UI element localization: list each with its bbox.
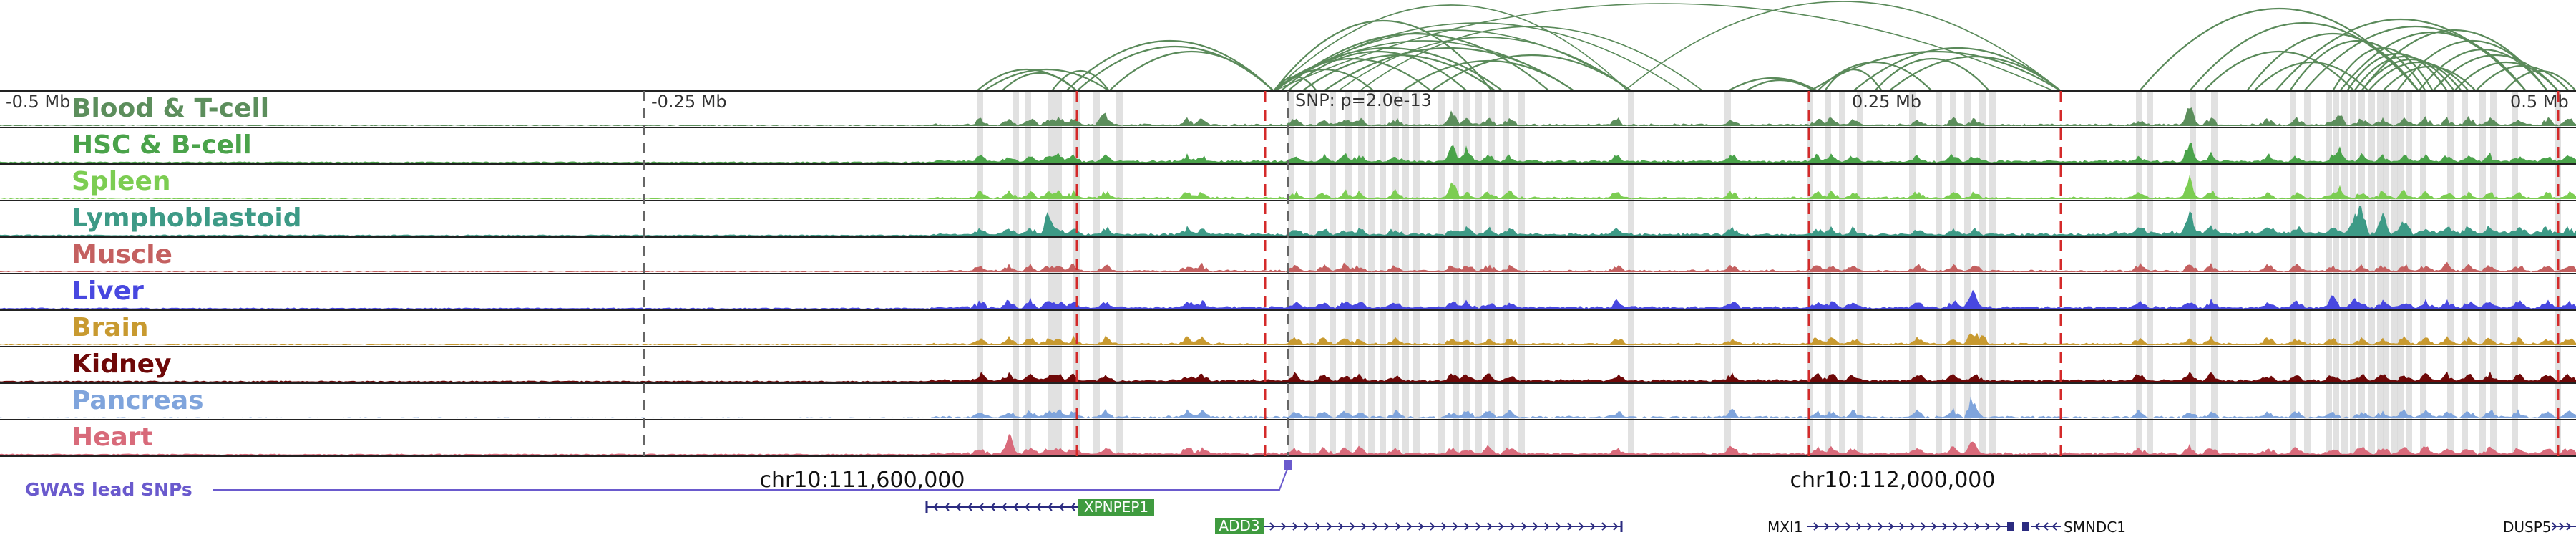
interaction-arc <box>2475 64 2570 92</box>
interaction-arc <box>1817 62 1933 92</box>
interaction-arc <box>2339 31 2527 92</box>
interaction-arc <box>1273 47 1503 92</box>
gwas-track-label: GWAS lead SNPs <box>25 479 192 500</box>
axis-label-pos-quarter: 0.25 Mb <box>1852 92 1921 112</box>
interaction-arc <box>1273 4 1629 92</box>
interaction-arc <box>1359 26 1704 92</box>
interaction-arc <box>1853 47 2062 92</box>
interaction-arc <box>1001 72 1078 92</box>
track-labels: Blood & T-cell HSC & B-cell Spleen Lymphobl… <box>72 94 302 452</box>
track-kidney <box>0 346 2576 382</box>
interaction-arc <box>1888 56 2062 92</box>
interaction-arc <box>1273 20 1493 92</box>
gene-label-dusp5: DUSP5 <box>2503 519 2552 536</box>
gene-add3[interactable]: ADD3 <box>1215 517 1623 534</box>
gene-xpnpep1[interactable]: XPNPEP1 <box>925 498 1154 516</box>
interaction-arc <box>1065 39 1274 92</box>
gwas-connector-line <box>213 466 1289 491</box>
interaction-arc <box>1108 51 1274 92</box>
track-label: Liver <box>72 276 144 306</box>
track-label: Kidney <box>72 349 172 379</box>
interaction-arc <box>2396 39 2548 92</box>
gene-strand-arrows <box>1269 522 1619 531</box>
interaction-arc <box>2253 62 2369 92</box>
interaction-arc <box>1727 77 1818 92</box>
interaction-arc <box>1874 58 1990 92</box>
coord-label-left: chr10:111,600,000 <box>760 468 965 493</box>
track-label: Lymphoblastoid <box>72 203 302 233</box>
interaction-arc <box>2353 56 2455 92</box>
axis-label-pos-half: 0.5 Mb <box>2510 92 2569 112</box>
gene-dusp5[interactable]: DUSP5 <box>2503 519 2576 536</box>
gwas-lead-snp-track: GWAS lead SNPs <box>25 460 1292 500</box>
gene-label-box <box>1215 518 1264 534</box>
interaction-arc <box>983 69 1110 92</box>
track-signal <box>0 206 2576 236</box>
interaction-arc <box>1051 70 1110 92</box>
coord-label-right: chr10:112,000,000 <box>1790 468 1996 493</box>
track-signal <box>0 396 2576 418</box>
interaction-arc <box>1287 50 1468 92</box>
gene-label-smndc1: SMNDC1 <box>2064 519 2126 536</box>
gene-label-xpnpep1: XPNPEP1 <box>1084 498 1148 516</box>
gene-mxi1[interactable]: MXI1 <box>1767 519 2014 536</box>
interaction-arc <box>2303 26 2527 92</box>
interaction-arc <box>2289 40 2426 92</box>
interaction-arc <box>2189 22 2419 92</box>
interaction-arcs <box>976 1 2576 92</box>
coordinate-labels: chr10:111,600,000 chr10:112,000,000 <box>760 468 1996 493</box>
gene-smndc1[interactable]: SMNDC1 <box>2022 519 2126 536</box>
interaction-arc <box>1624 1 2062 92</box>
track-signal <box>0 332 2576 345</box>
track-label: Blood & T-cell <box>72 94 269 123</box>
interaction-arc <box>1323 47 1575 92</box>
gene-label-add3: ADD3 <box>1219 517 1259 534</box>
interaction-arc <box>2361 59 2462 92</box>
track-label: Spleen <box>72 167 171 196</box>
interaction-arc <box>1273 3 2054 92</box>
track-signal <box>0 371 2576 382</box>
interaction-arc <box>2368 61 2469 92</box>
interaction-arc <box>2203 51 2355 92</box>
track-label: Heart <box>72 423 153 452</box>
track-label: Muscle <box>72 240 172 269</box>
interaction-arc <box>2454 61 2559 92</box>
interaction-arc <box>1745 79 1815 92</box>
gene-strand-arrows <box>2034 522 2057 531</box>
red-marker-lines <box>643 91 2560 456</box>
interaction-arc <box>2246 33 2419 92</box>
gene-annotations: XPNPEP1 ADD3 MXI1 SMNDC <box>925 498 2576 536</box>
snp-pvalue-label: SNP: p=2.0e-13 <box>1295 90 1432 110</box>
interaction-arc <box>2504 69 2576 92</box>
gene-label-box <box>1078 499 1154 516</box>
gene-label-mxi1: MXI1 <box>1767 519 1803 536</box>
axis-labels: -0.5 Mb -0.25 Mb SNP: p=2.0e-13 0.25 Mb … <box>6 90 2569 112</box>
gwas-snp-marker <box>1284 460 1292 470</box>
axis-label-neg-half: -0.5 Mb <box>6 92 70 112</box>
track-brain <box>0 309 2576 345</box>
gene-strand-arrows <box>932 503 1075 511</box>
track-liver <box>0 273 2576 309</box>
track-label: Brain <box>72 313 148 342</box>
gene-strand-arrows <box>2552 522 2572 531</box>
track-label: Pancreas <box>72 386 204 415</box>
interaction-arc <box>1810 50 2062 92</box>
interaction-arc <box>1824 68 1883 92</box>
track-label: HSC & B-cell <box>72 130 252 160</box>
gene-strand-arrows <box>1813 522 2001 531</box>
axis-label-neg-quarter: -0.25 Mb <box>651 92 727 112</box>
interaction-arc <box>1430 54 1632 92</box>
interaction-arc <box>1337 37 1632 92</box>
